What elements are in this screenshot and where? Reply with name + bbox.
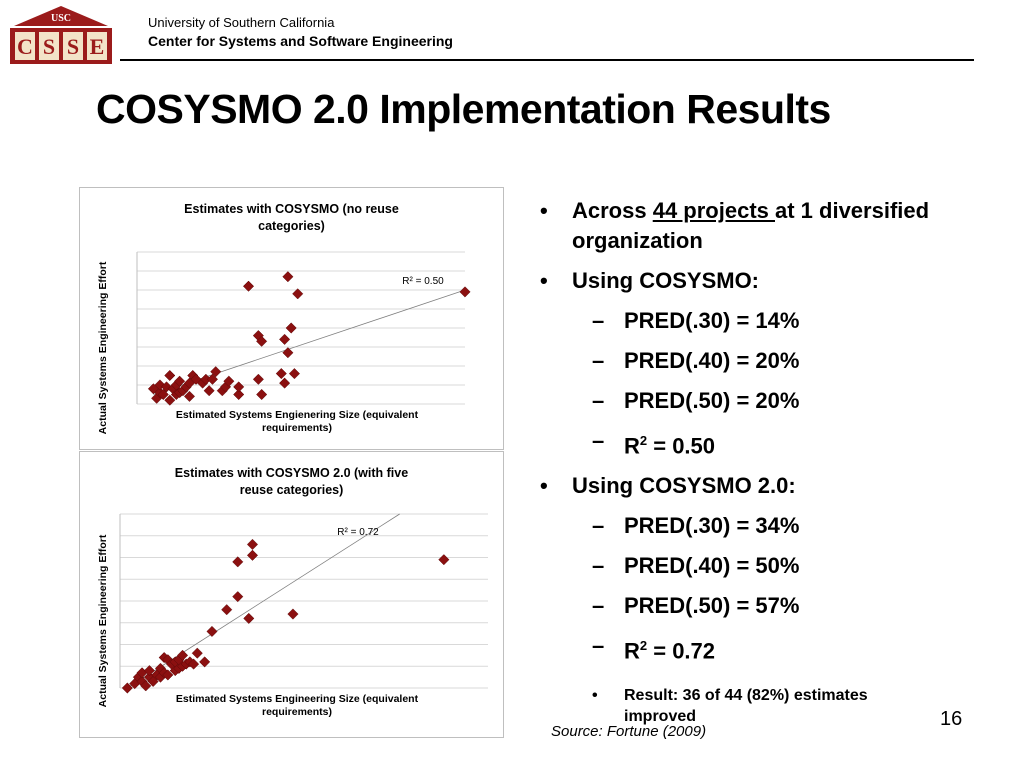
chart-cosysmo-2-svg: Estimates with COSYSMO 2.0 (with five reu…	[97, 466, 488, 718]
data-point	[206, 373, 218, 385]
chart-cosysmo: Estimates with COSYSMO (no reuse categori…	[79, 187, 504, 450]
data-point	[154, 379, 166, 391]
data-point	[256, 388, 268, 401]
data-point	[210, 366, 222, 378]
data-point	[157, 388, 169, 401]
sub-pred50-a: PRED(.50) = 20%	[540, 386, 940, 416]
r-squared-label: R² = 0.72	[337, 527, 379, 538]
y-axis-label: Actual Systems Engineering Effort	[97, 261, 109, 434]
x-axis-label: requirements)	[262, 706, 332, 718]
data-point	[279, 377, 291, 389]
data-point	[282, 271, 294, 283]
data-point	[162, 669, 174, 681]
y-axis-label: Actual Systems Engineering Effort	[97, 534, 109, 707]
header-divider	[120, 59, 974, 61]
data-point	[164, 369, 176, 382]
sub-pred30-b: PRED(.30) = 34%	[540, 511, 940, 541]
chart-title: categories)	[258, 219, 325, 233]
org-header: University of Southern California Center…	[148, 14, 453, 50]
data-point	[232, 556, 244, 568]
logo-letter-box	[15, 32, 35, 60]
bullet-using-cosysmo-2: Using COSYSMO 2.0:	[540, 471, 940, 501]
data-point	[242, 280, 255, 292]
data-point	[206, 625, 218, 638]
data-point	[121, 682, 133, 694]
data-point	[459, 286, 471, 298]
data-point	[143, 665, 155, 677]
data-point	[275, 368, 287, 380]
data-point	[288, 368, 300, 380]
data-point	[221, 604, 233, 616]
data-point	[203, 385, 215, 397]
sub-pred30-a: PRED(.30) = 14%	[540, 306, 940, 336]
sub-pred50-b: PRED(.50) = 57%	[540, 591, 940, 621]
chart-title: reuse categories)	[240, 483, 344, 497]
data-point	[164, 394, 176, 406]
data-point	[285, 322, 297, 334]
data-point	[246, 538, 259, 551]
logo-letter: C	[17, 34, 33, 59]
bullet-using-cosysmo: Using COSYSMO:	[540, 266, 940, 296]
data-point	[188, 658, 200, 670]
data-point	[256, 335, 268, 347]
logo-letter: S	[67, 34, 79, 59]
results-bullets: Across 44 projects at 1 diversified orga…	[540, 196, 940, 727]
x-axis-label: Estimated Systems Engienering Size (equi…	[176, 409, 419, 421]
logo-letter: E	[90, 34, 105, 59]
sub-r2-a: R2 = 0.50	[540, 426, 940, 461]
data-point	[292, 288, 304, 300]
data-point	[140, 680, 152, 692]
svg-text:USC: USC	[51, 13, 71, 24]
r-squared-label: R² = 0.50	[402, 276, 444, 287]
bullet-result: Result: 36 of 44 (82%) estimates improve…	[540, 685, 940, 727]
data-point	[160, 381, 173, 393]
university-name: University of Southern California	[148, 15, 335, 30]
page-number: 16	[940, 708, 963, 730]
data-point	[174, 375, 186, 387]
source-citation: Source: Fortune (2009)	[551, 723, 707, 740]
data-point	[232, 591, 244, 603]
sub-pred40-b: PRED(.40) = 50%	[540, 551, 940, 581]
data-point	[246, 549, 259, 561]
data-point	[438, 554, 450, 566]
data-point	[233, 381, 245, 393]
data-point	[199, 656, 211, 668]
chart-title: Estimates with COSYSMO 2.0 (with five	[175, 466, 408, 480]
data-point	[282, 347, 294, 359]
logo-letter-box	[39, 32, 59, 60]
sub-pred40-a: PRED(.40) = 20%	[540, 346, 940, 376]
bullet-projects: Across 44 projects at 1 diversified orga…	[540, 196, 940, 256]
center-name: Center for Systems and Software Engineer…	[148, 33, 453, 49]
chart-cosysmo-2: Estimates with COSYSMO 2.0 (with five reu…	[79, 451, 504, 738]
data-point	[279, 333, 291, 345]
page-title: COSYSMO 2.0 Implementation Results	[96, 86, 831, 132]
chart-title: Estimates with COSYSMO (no reuse	[184, 202, 399, 216]
x-axis-label: Estimated Systems Engineering Size (equi…	[176, 693, 419, 705]
data-point	[287, 608, 299, 620]
x-axis-label: requirements)	[262, 422, 332, 434]
sub-r2-b: R2 = 0.72	[540, 631, 940, 666]
data-point	[177, 649, 189, 661]
data-point	[252, 373, 264, 385]
logo-letter-box	[87, 32, 107, 60]
data-point	[183, 390, 196, 402]
logo-letter: S	[43, 34, 55, 59]
data-point	[223, 375, 235, 387]
data-point	[191, 647, 203, 659]
projects-count-link: 44 projects	[652, 198, 775, 223]
chart-cosysmo-svg: Estimates with COSYSMO (no reuse categori…	[97, 202, 471, 434]
data-point	[243, 612, 255, 624]
data-point	[233, 388, 245, 401]
logo-letter-box	[63, 32, 83, 60]
